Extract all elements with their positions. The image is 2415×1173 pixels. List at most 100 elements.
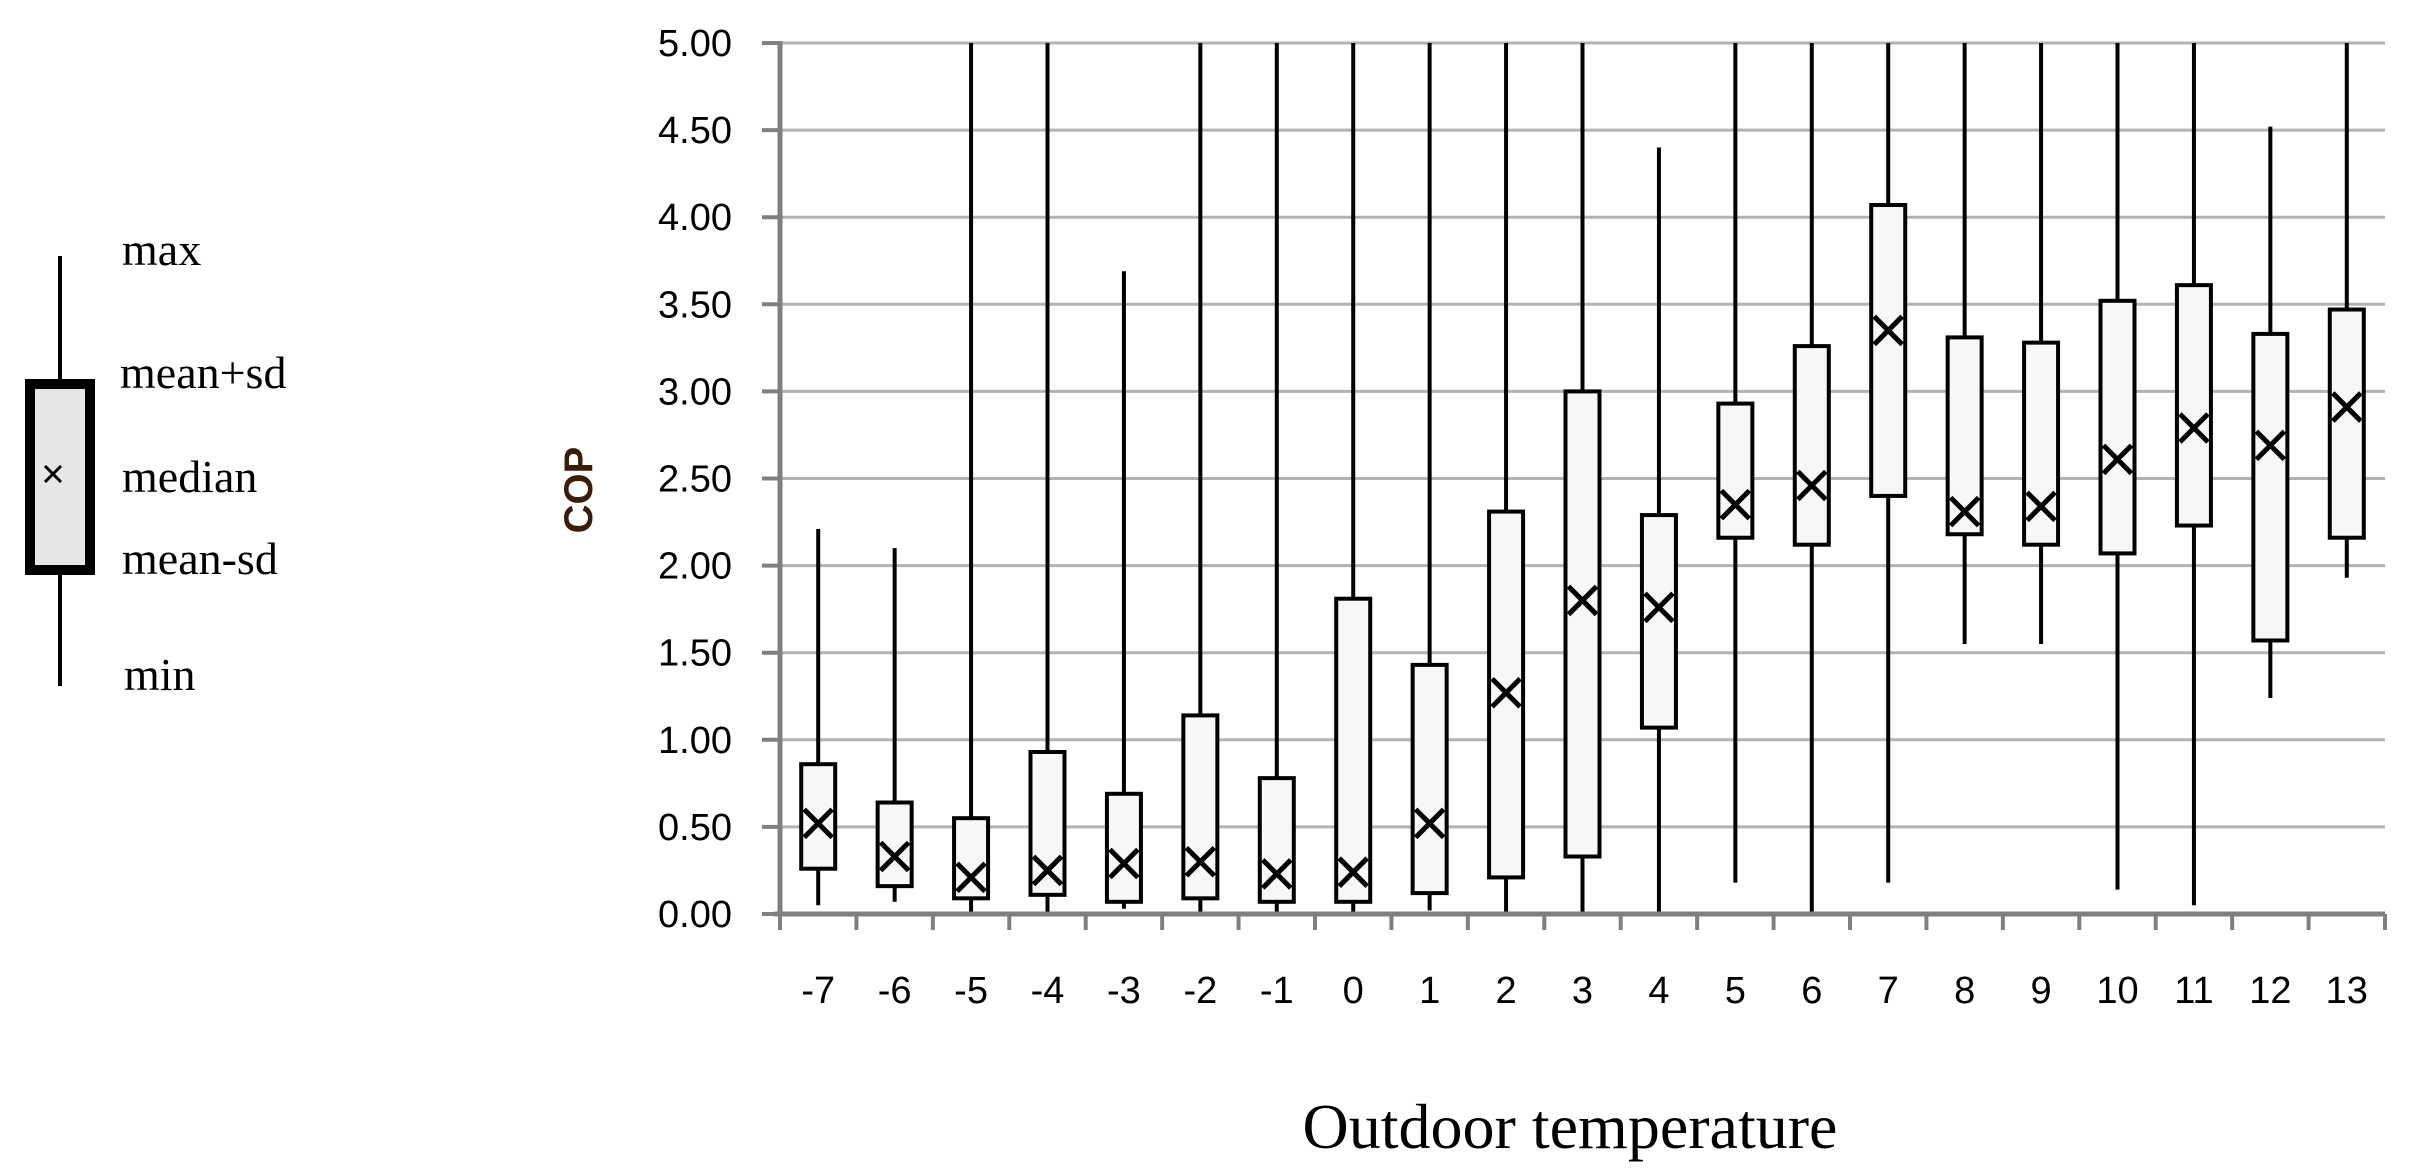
box-body (1181, 713, 1220, 901)
x-tick-label: 3 (1572, 970, 1593, 1012)
median-marker (2025, 490, 2057, 523)
x-tick-label: -3 (1107, 970, 1141, 1012)
median-marker (1031, 854, 1064, 887)
x-tick-label: 0 (1343, 970, 1364, 1012)
box-body (1869, 203, 1908, 498)
y-tick-label: 3.50 (658, 284, 732, 326)
y-tick-label: 2.00 (658, 546, 732, 588)
y-tick-label: 4.00 (658, 197, 732, 239)
x-tick-label: 12 (2249, 970, 2291, 1012)
box-3 (1563, 43, 1602, 914)
box-body (2174, 283, 2213, 528)
box-13 (2327, 43, 2366, 578)
x-tick-label: 10 (2096, 970, 2138, 1012)
legend-label-min: min (124, 649, 196, 700)
y-tick-label: 5.00 (658, 23, 732, 65)
x-tick-label: -5 (954, 970, 988, 1012)
median-marker (2101, 443, 2134, 476)
box-1 (1410, 43, 1449, 911)
box--5 (952, 43, 991, 914)
legend: max mean+sd median mean-sd min (25, 224, 286, 700)
x-tick-label: 6 (1801, 970, 1822, 1012)
axes (762, 41, 2387, 930)
legend-label-mean-plus-sd: mean+sd (120, 347, 286, 398)
median-marker (955, 861, 987, 894)
y-tick-label: 3.00 (658, 371, 732, 413)
x-tick-label: 2 (1496, 970, 1517, 1012)
box-11 (2174, 43, 2213, 906)
box-9 (2022, 43, 2061, 644)
x-tick-label: -1 (1260, 970, 1294, 1012)
box-body (1563, 389, 1602, 859)
y-tick-label: 4.50 (658, 110, 732, 152)
x-tick-labels: -7 -6 -5 -4 -3 -2 -1 0 1 2 3 4 5 6 7 8 9 10 11 12 13 (801, 970, 2368, 1012)
box-body (2327, 307, 2366, 540)
median-marker (2331, 391, 2363, 423)
box-10 (2098, 43, 2137, 890)
x-axis-label: Outdoor temperature (1303, 1091, 1838, 1162)
y-tick-labels: 0.00 0.50 1.00 1.50 2.00 2.50 3.00 3.50 4.00 4.50… (658, 23, 732, 936)
box-body (952, 816, 991, 901)
median-marker (878, 840, 911, 873)
x-tick-label: 11 (2174, 970, 2213, 1012)
legend-label-median: median (122, 451, 257, 502)
median-marker (1643, 591, 1675, 624)
box-body (2251, 331, 2290, 643)
median-marker (2254, 429, 2287, 462)
box--1 (1257, 43, 1296, 914)
y-tick-label: 2.50 (658, 459, 732, 501)
median-marker (1413, 807, 1446, 840)
box-0 (1334, 43, 1373, 914)
box-body (2022, 340, 2061, 547)
x-tick-label: 7 (1878, 970, 1899, 1012)
y-tick-label: 0.50 (658, 807, 732, 849)
box-6 (1792, 43, 1831, 914)
x-tick-label: 4 (1648, 970, 1669, 1012)
box-body (799, 762, 838, 871)
y-tick-label: 1.00 (658, 720, 732, 762)
legend-label-mean-minus-sd: mean-sd (122, 533, 278, 584)
y-tick-label: 1.50 (658, 633, 732, 675)
x-tick-label: 9 (2031, 970, 2052, 1012)
box-12 (2251, 126, 2290, 698)
box-body (1334, 596, 1373, 904)
box-8 (1945, 43, 1984, 644)
median-marker (1948, 495, 1981, 528)
x-tick-label: -7 (801, 970, 835, 1012)
box-body (1410, 662, 1449, 896)
box--4 (1028, 43, 1067, 914)
box-5 (1716, 43, 1755, 883)
box--6 (875, 548, 914, 902)
box-2 (1487, 43, 1526, 914)
legend-box (25, 379, 95, 575)
median-marker (2178, 412, 2210, 444)
box-7 (1869, 43, 1908, 883)
box-series (799, 43, 2366, 914)
y-axis-label: COP (557, 447, 601, 534)
median-marker (1796, 469, 1828, 502)
median-marker (1719, 488, 1752, 521)
median-marker (1337, 856, 1369, 888)
median-marker (1490, 676, 1522, 709)
y-tick-label: 0.00 (658, 894, 732, 936)
legend-median-marker (43, 464, 63, 484)
median-marker (1108, 847, 1140, 880)
median-marker (802, 807, 834, 840)
box-body (1945, 335, 1984, 537)
median-marker (1261, 858, 1293, 890)
x-tick-label: 13 (2326, 970, 2368, 1012)
median-marker (1184, 845, 1217, 878)
box--2 (1181, 43, 1220, 914)
box-4 (1639, 147, 1678, 914)
x-tick-label: 1 (1419, 970, 1440, 1012)
box-body (2098, 298, 2137, 556)
x-tick-label: -2 (1183, 970, 1217, 1012)
box-body (1792, 344, 1831, 547)
x-tick-label: -6 (878, 970, 912, 1012)
box-body (1104, 791, 1143, 904)
box--7 (799, 529, 838, 906)
legend-label-max: max (122, 224, 201, 275)
box-body (1257, 776, 1296, 904)
x-tick-label: 8 (1954, 970, 1975, 1012)
